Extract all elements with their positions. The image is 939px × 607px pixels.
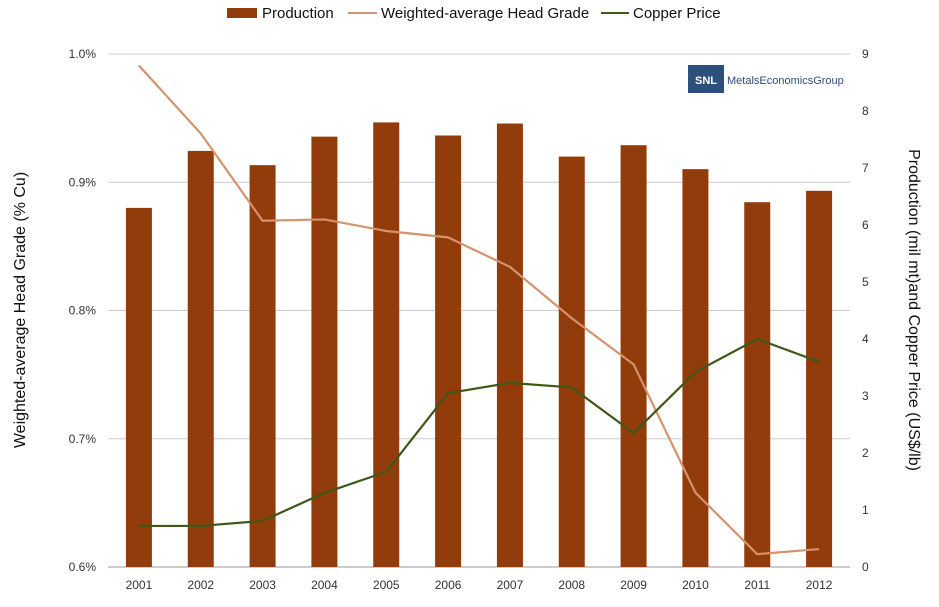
production-bar <box>249 165 276 567</box>
right-axis-title: Production (mil mt)and Copper Price (US$… <box>905 149 922 471</box>
left-tick-label: 0.9% <box>69 175 97 189</box>
x-tick-label: 2008 <box>558 578 585 592</box>
production-bar <box>496 123 523 567</box>
right-tick-label: 8 <box>862 104 869 118</box>
gridlines <box>108 53 850 568</box>
x-tick-label: 2009 <box>620 578 647 592</box>
production-bar <box>435 135 462 567</box>
right-tick-label: 9 <box>862 47 869 61</box>
left-axis-title: Weighted-average Head Grade (% Cu) <box>12 172 29 448</box>
x-tick-label: 2010 <box>682 578 709 592</box>
x-tick-label: 2007 <box>497 578 524 592</box>
right-tick-label: 5 <box>862 275 869 289</box>
right-tick-label: 7 <box>862 161 869 175</box>
production-bar <box>806 190 833 568</box>
production-bar <box>311 136 338 567</box>
head-grade-line <box>138 64 820 556</box>
right-tick-label: 6 <box>862 218 869 232</box>
x-tick-label: 2004 <box>311 578 338 592</box>
x-tick-label: 2001 <box>126 578 153 592</box>
legend: Production Weighted-average Head Grade C… <box>227 5 721 22</box>
x-axis-ticks: 2001 2002 2003 2004 2005 2006 2007 2008 2009 2010… <box>126 578 833 592</box>
snl-logo-mark: SNL <box>695 75 717 87</box>
left-tick-label: 1.0% <box>69 47 97 61</box>
x-tick-label: 2011 <box>744 578 770 592</box>
production-bar <box>558 156 585 567</box>
production-bar <box>620 145 647 567</box>
production-bar <box>744 202 771 567</box>
right-tick-label: 4 <box>862 332 869 346</box>
x-tick-label: 2006 <box>435 578 462 592</box>
snl-logo-mark-box <box>688 65 724 93</box>
x-tick-label: 2005 <box>373 578 400 592</box>
x-tick-label: 2002 <box>187 578 214 592</box>
left-tick-label: 0.8% <box>69 304 97 318</box>
production-bar <box>373 122 400 568</box>
right-tick-label: 0 <box>862 560 869 574</box>
production-bar <box>187 150 214 567</box>
left-tick-label: 0.6% <box>69 560 97 574</box>
left-tick-label: 0.7% <box>69 432 97 446</box>
left-axis-ticks: 0.6% 0.7% 0.8% 0.9% 1.0% <box>69 47 97 574</box>
production-bars <box>125 122 833 568</box>
legend-label-head-grade: Weighted-average Head Grade <box>381 5 589 22</box>
legend-label-production: Production <box>262 5 334 22</box>
x-tick-label: 2003 <box>249 578 276 592</box>
right-axis-ticks: 0 1 2 3 4 5 6 7 8 9 <box>862 47 869 574</box>
legend-label-copper-price: Copper Price <box>633 5 721 22</box>
legend-swatch-production <box>227 8 257 18</box>
right-tick-label: 3 <box>862 389 869 403</box>
copper-price-line <box>138 337 820 528</box>
right-tick-label: 1 <box>862 503 869 517</box>
snl-logo-text: MetalsEconomicsGroup <box>727 75 844 87</box>
x-tick-label: 2012 <box>806 578 833 592</box>
line-series <box>138 64 820 556</box>
snl-logo: SNL MetalsEconomicsGroup <box>688 65 844 93</box>
production-bar <box>125 207 152 567</box>
right-tick-label: 2 <box>862 446 869 460</box>
